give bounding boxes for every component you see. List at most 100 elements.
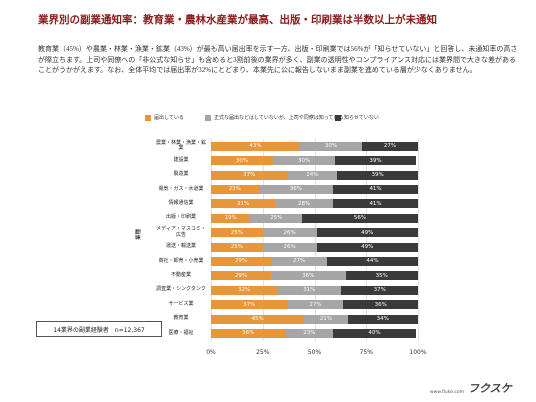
bar-segment: 36% (258, 184, 334, 194)
data-label: 37% (373, 287, 386, 294)
bar-segment: 36% (271, 271, 346, 281)
data-label: 43% (249, 143, 262, 150)
data-label: 27% (383, 143, 397, 150)
data-label: 30% (235, 157, 249, 164)
bar-segment: 29% (211, 271, 272, 281)
y-tick-label: 電気・ガス・水道業 (158, 185, 204, 192)
y-tick-label: 教育業 (173, 315, 189, 322)
bar-segment: 24% (287, 170, 338, 180)
data-label: 26% (283, 244, 296, 250)
bar-segment: 43% (211, 141, 300, 151)
y-tick-label: 製造業 (173, 171, 189, 178)
data-label: 56% (353, 215, 367, 222)
bar-segment: 44% (326, 256, 418, 266)
bar-segment: 36% (343, 300, 418, 310)
x-tick-label: 50% (307, 348, 322, 356)
data-label: 30% (298, 157, 311, 164)
bar-segment: 37% (211, 300, 288, 310)
data-label: 30% (324, 143, 338, 150)
data-label: 41% (369, 186, 382, 193)
bar-segment: 45% (211, 314, 305, 324)
bar-segment: 39% (337, 170, 418, 180)
bar-segment: 36% (211, 328, 286, 338)
y-tick-label: 医療・福祉 (168, 329, 194, 336)
y-tick-label: 調査業・シンクタンク (156, 286, 206, 293)
grid-line (314, 139, 316, 341)
bar-segment: 19% (211, 213, 251, 223)
description: 教育業（45%）や農業・林業・漁業・鉱業（43%）が最も高い届出率を示す一方、出… (38, 45, 518, 74)
grid-line (418, 139, 419, 341)
grid-line (366, 139, 368, 341)
bar-segment: 40% (333, 328, 416, 338)
legend-item: 知らせていない (335, 114, 379, 121)
bar-segment: 26% (262, 228, 317, 238)
bar-segment: 37% (211, 170, 288, 180)
bar-segment: 56% (302, 213, 418, 223)
y-axis-label: 業種 (136, 228, 142, 240)
bar-segment: 27% (271, 256, 327, 266)
bar-segment: 30% (211, 156, 274, 166)
grid-line (262, 139, 264, 341)
bar-segment: 39% (335, 156, 416, 166)
y-tick-label: 不動産業 (170, 272, 191, 278)
data-label: 39% (371, 172, 384, 178)
grid-line (211, 139, 212, 341)
data-label: 29% (234, 272, 248, 279)
legend-item: 届出している (145, 114, 184, 121)
data-label: 34% (376, 316, 389, 322)
data-label: 25% (230, 229, 243, 236)
data-label: 19% (224, 215, 237, 222)
x-tick-label: 25% (256, 348, 270, 356)
data-label: 28% (298, 200, 311, 207)
y-tick-label: 農業・林業・漁業・鉱業 (155, 139, 206, 152)
bar-segment: 21% (304, 314, 348, 324)
bar-segment: 30% (300, 141, 363, 151)
y-tick-label: 運送・輸送業 (165, 243, 196, 250)
data-label: 21% (319, 316, 332, 322)
bar-segment: 27% (362, 141, 418, 151)
data-label: 24% (306, 172, 319, 178)
bar-segment: 41% (333, 184, 418, 194)
y-tick-label: 商社・卸売・小売業 (158, 257, 204, 264)
data-label: 49% (361, 244, 374, 250)
legend-label: 届出している (154, 115, 184, 121)
data-label: 36% (374, 301, 387, 308)
bar-segment: 32% (211, 285, 278, 295)
bar-segment: 31% (211, 199, 276, 209)
legend-swatch (335, 114, 341, 121)
data-label: 23% (228, 186, 241, 193)
data-label: 25% (230, 244, 243, 250)
bar-segment: 23% (211, 184, 259, 194)
data-label: 49% (361, 229, 374, 236)
bar-segment: 29% (211, 256, 272, 266)
data-label: 37% (243, 172, 256, 178)
data-label: 35% (375, 272, 388, 279)
data-label: 45% (251, 316, 264, 322)
data-label: 40% (368, 330, 381, 337)
legend-swatch (205, 114, 211, 121)
sample-note: 14業界の副業経験者 n=12,367 (36, 321, 162, 337)
data-label: 26% (283, 229, 296, 236)
y-tick-label: 出版・印刷業 (165, 214, 196, 221)
bar-segment: 49% (316, 228, 418, 238)
legend-label: 知らせていない (344, 115, 379, 121)
x-tick-label: 0% (206, 348, 216, 356)
data-label: 36% (289, 186, 302, 193)
data-label: 32% (238, 287, 251, 294)
bar-segment: 30% (273, 156, 336, 166)
y-tick-label: 情報通信業 (168, 200, 194, 206)
bar-segment: 37% (341, 285, 418, 295)
title: 業界別の副業通知率：教育業・農林水産業が最高、出版・印刷業は半数以上が未通知 (38, 15, 437, 26)
data-label: 31% (236, 200, 250, 207)
bar-segment: 34% (347, 314, 418, 324)
data-label: 39% (369, 157, 382, 164)
bar-segment: 28% (275, 199, 334, 209)
data-label: 27% (292, 258, 306, 265)
bar-segment: 49% (316, 242, 418, 252)
bar-segment: 31% (277, 285, 342, 295)
data-label: 27% (309, 301, 322, 308)
bar-segment: 35% (345, 271, 418, 281)
data-label: 36% (242, 330, 255, 337)
footer-url: www.fluke.com (430, 390, 465, 395)
